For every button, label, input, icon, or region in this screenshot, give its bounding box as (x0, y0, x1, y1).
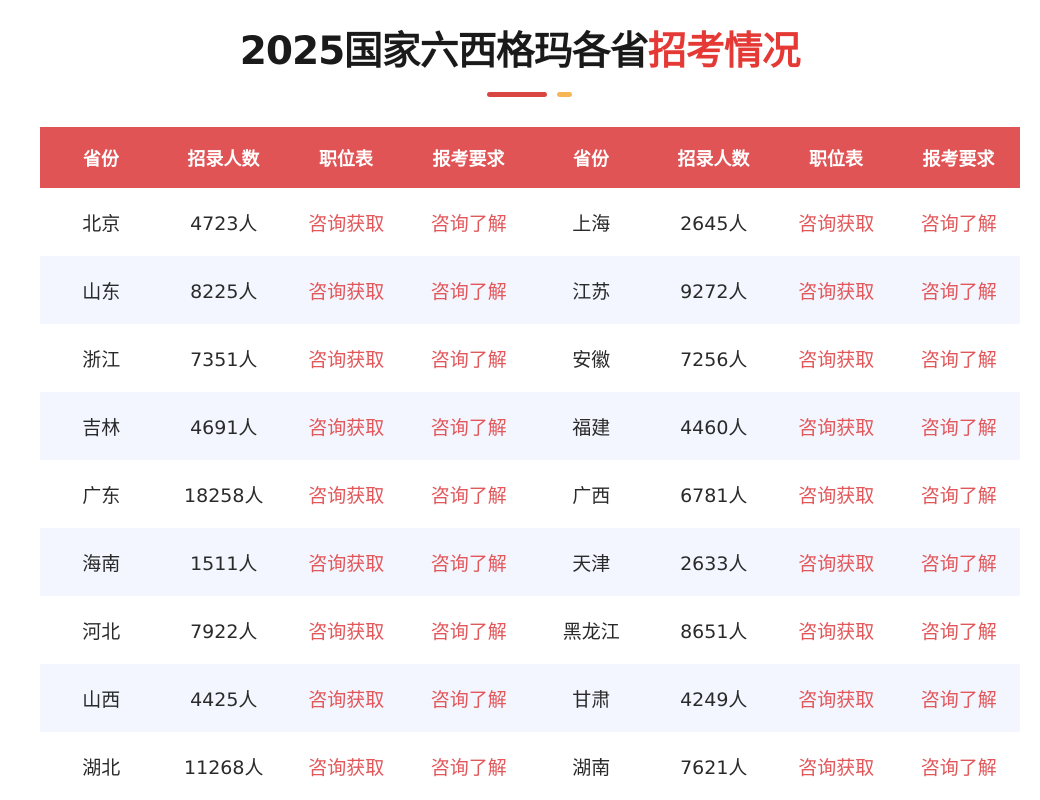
consult-requirements-link[interactable]: 咨询了解 (920, 620, 997, 643)
consult-requirements-link[interactable]: 咨询了解 (430, 280, 507, 303)
cell-recruit-count: 4691人 (190, 416, 258, 439)
consult-position-link[interactable]: 咨询获取 (308, 484, 385, 507)
header-recruit-count: 招录人数 (677, 148, 750, 170)
header-position-list: 职位表 (809, 148, 864, 170)
consult-position-link[interactable]: 咨询获取 (798, 280, 875, 303)
consult-position-link[interactable]: 咨询获取 (308, 620, 385, 643)
header-recruit-count: 招录人数 (187, 148, 260, 170)
table-header-row: 省份 招录人数 职位表 报考要求 省份 招录人数 职位表 报考要求 (40, 127, 1020, 188)
consult-requirements-link[interactable]: 咨询了解 (430, 212, 507, 235)
page-title-highlight: 招考情况 (648, 29, 801, 74)
table-row: 山西 4425人 咨询获取 咨询了解 甘肃 4249人 咨询获取 咨询了解 (40, 664, 1020, 732)
consult-position-link[interactable]: 咨询获取 (308, 280, 385, 303)
cell-province: 安徽 (572, 348, 611, 371)
consult-requirements-link[interactable]: 咨询了解 (430, 484, 507, 507)
cell-recruit-count: 2633人 (680, 552, 748, 575)
table-row: 北京 4723人 咨询获取 咨询了解 上海 2645人 咨询获取 咨询了解 (40, 188, 1020, 256)
cell-recruit-count: 4425人 (190, 688, 258, 711)
table-row: 山东 8225人 咨询获取 咨询了解 江苏 9272人 咨询获取 咨询了解 (40, 256, 1020, 324)
consult-position-link[interactable]: 咨询获取 (798, 620, 875, 643)
header-requirements: 报考要求 (922, 148, 995, 170)
consult-requirements-link[interactable]: 咨询了解 (430, 552, 507, 575)
cell-province: 广西 (572, 484, 611, 507)
consult-position-link[interactable]: 咨询获取 (308, 212, 385, 235)
consult-requirements-link[interactable]: 咨询了解 (430, 348, 507, 371)
cell-province: 海南 (82, 552, 121, 575)
table-row: 湖北 11268人 咨询获取 咨询了解 湖南 7621人 咨询获取 咨询了解 (40, 732, 1020, 800)
cell-recruit-count: 8651人 (680, 620, 748, 643)
cell-province: 广东 (82, 484, 121, 507)
consult-position-link[interactable]: 咨询获取 (798, 348, 875, 371)
table-row: 河北 7922人 咨询获取 咨询了解 黑龙江 8651人 咨询获取 咨询了解 (40, 596, 1020, 664)
cell-recruit-count: 4249人 (680, 688, 748, 711)
cell-province: 浙江 (82, 348, 121, 371)
consult-position-link[interactable]: 咨询获取 (798, 416, 875, 439)
table-row: 广东 18258人 咨询获取 咨询了解 广西 6781人 咨询获取 咨询了解 (40, 460, 1020, 528)
consult-requirements-link[interactable]: 咨询了解 (920, 348, 997, 371)
cell-recruit-count: 2645人 (680, 212, 748, 235)
table-row: 吉林 4691人 咨询获取 咨询了解 福建 4460人 咨询获取 咨询了解 (40, 392, 1020, 460)
consult-requirements-link[interactable]: 咨询了解 (920, 416, 997, 439)
cell-province: 黑龙江 (562, 620, 620, 643)
cell-recruit-count: 4460人 (680, 416, 748, 439)
consult-position-link[interactable]: 咨询获取 (798, 756, 875, 779)
consult-requirements-link[interactable]: 咨询了解 (920, 280, 997, 303)
cell-province: 山东 (82, 280, 121, 303)
consult-requirements-link[interactable]: 咨询了解 (920, 212, 997, 235)
consult-position-link[interactable]: 咨询获取 (798, 688, 875, 711)
cell-province: 北京 (82, 212, 121, 235)
consult-requirements-link[interactable]: 咨询了解 (430, 620, 507, 643)
recruitment-table: 省份 招录人数 职位表 报考要求 省份 招录人数 职位表 报考要求 北京 4723人 咨询获取 咨询… (40, 127, 1020, 800)
cell-recruit-count: 18258人 (184, 484, 264, 507)
cell-recruit-count: 6781人 (680, 484, 748, 507)
consult-requirements-link[interactable]: 咨询了解 (920, 688, 997, 711)
header-province: 省份 (573, 148, 610, 170)
page-title-main: 2025国家六西格玛各省 (239, 29, 650, 74)
header-requirements: 报考要求 (432, 148, 505, 170)
consult-requirements-link[interactable]: 咨询了解 (430, 416, 507, 439)
consult-position-link[interactable]: 咨询获取 (308, 756, 385, 779)
cell-province: 湖南 (572, 756, 611, 779)
cell-province: 山西 (82, 688, 121, 711)
cell-province: 甘肃 (572, 688, 611, 711)
cell-province: 江苏 (572, 280, 611, 303)
cell-recruit-count: 11268人 (184, 756, 264, 779)
consult-position-link[interactable]: 咨询获取 (308, 348, 385, 371)
consult-requirements-link[interactable]: 咨询了解 (920, 552, 997, 575)
consult-position-link[interactable]: 咨询获取 (798, 552, 875, 575)
header-position-list: 职位表 (319, 148, 374, 170)
consult-position-link[interactable]: 咨询获取 (798, 212, 875, 235)
cell-recruit-count: 7351人 (190, 348, 258, 371)
page-title: 2025国家六西格玛各省招考情况 (0, 24, 1040, 80)
header-province: 省份 (83, 148, 120, 170)
cell-recruit-count: 7621人 (680, 756, 748, 779)
consult-requirements-link[interactable]: 咨询了解 (920, 756, 997, 779)
consult-position-link[interactable]: 咨询获取 (308, 416, 385, 439)
title-underline-red (487, 92, 547, 97)
title-underline-orange (557, 92, 572, 97)
table-row: 浙江 7351人 咨询获取 咨询了解 安徽 7256人 咨询获取 咨询了解 (40, 324, 1020, 392)
consult-position-link[interactable]: 咨询获取 (308, 688, 385, 711)
cell-recruit-count: 7922人 (190, 620, 258, 643)
cell-province: 天津 (572, 552, 611, 575)
consult-requirements-link[interactable]: 咨询了解 (430, 688, 507, 711)
cell-province: 吉林 (82, 416, 121, 439)
cell-recruit-count: 9272人 (680, 280, 748, 303)
cell-province: 河北 (82, 620, 121, 643)
cell-recruit-count: 1511人 (190, 552, 258, 575)
table-row: 海南 1511人 咨询获取 咨询了解 天津 2633人 咨询获取 咨询了解 (40, 528, 1020, 596)
consult-position-link[interactable]: 咨询获取 (798, 484, 875, 507)
cell-recruit-count: 8225人 (190, 280, 258, 303)
cell-province: 湖北 (82, 756, 121, 779)
consult-position-link[interactable]: 咨询获取 (308, 552, 385, 575)
consult-requirements-link[interactable]: 咨询了解 (920, 484, 997, 507)
cell-recruit-count: 7256人 (680, 348, 748, 371)
table-body: 北京 4723人 咨询获取 咨询了解 上海 2645人 咨询获取 咨询了解 山东 8225人 咨询获… (40, 188, 1020, 800)
cell-province: 上海 (572, 212, 611, 235)
cell-recruit-count: 4723人 (190, 212, 258, 235)
cell-province: 福建 (572, 416, 611, 439)
consult-requirements-link[interactable]: 咨询了解 (430, 756, 507, 779)
